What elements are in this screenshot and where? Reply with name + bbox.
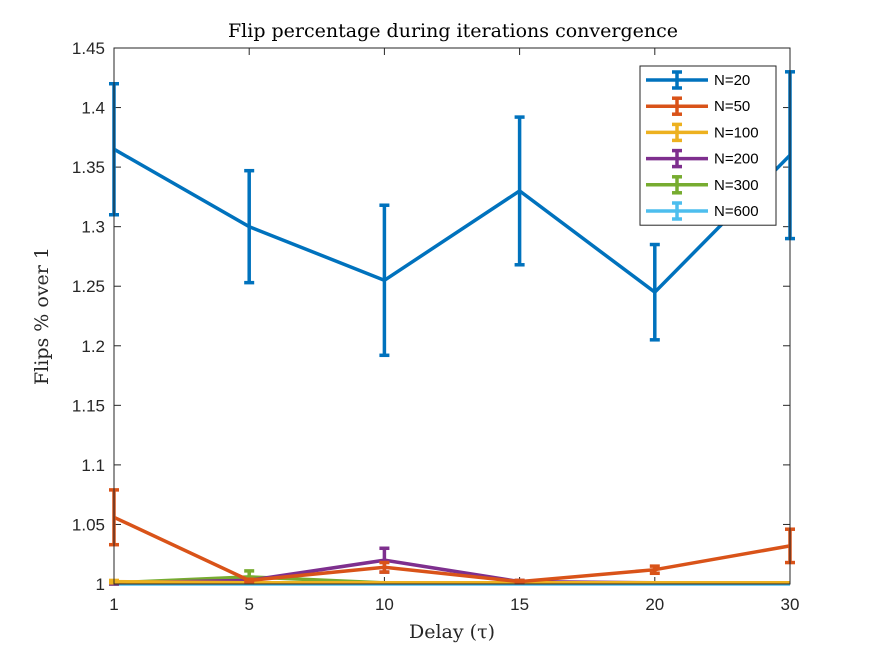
series-line	[113, 147, 792, 295]
legend-label: N=300	[714, 177, 759, 194]
x-tick-label: 5	[244, 595, 253, 614]
axis-ticks: 1 5 10 15 20 3011.051.11.151.21.251.31.351.41…	[72, 39, 800, 614]
y-tick-label: 1	[96, 575, 105, 594]
y-tick-label: 1.05	[72, 515, 105, 534]
legend-item: N=600	[646, 201, 759, 221]
x-tick-label: 15	[510, 595, 529, 614]
y-tick-label: 1.1	[81, 456, 105, 475]
legend-item: N=200	[646, 148, 759, 169]
series-n-100	[109, 578, 790, 585]
series-line	[113, 579, 790, 585]
axes-box	[113, 47, 791, 585]
legend-label: N=100	[714, 124, 759, 141]
y-tick-label: 1.35	[72, 158, 105, 177]
legend-label: N=200	[714, 151, 759, 168]
y-tick-label: 1.2	[81, 337, 105, 356]
x-tick-label: 10	[375, 595, 394, 614]
series-n-50	[109, 488, 795, 585]
y-tick-label: 1.45	[72, 39, 105, 58]
y-tick-label: 1.4	[81, 99, 105, 118]
legend-item: N=100	[646, 122, 759, 143]
x-tick-label: 1	[109, 595, 118, 614]
y-tick-label: 1.15	[72, 396, 105, 415]
x-tick-label: 30	[781, 595, 800, 614]
legend-label: N=50	[714, 98, 750, 115]
x-tick-label: 20	[645, 595, 664, 614]
legend-item: N=300	[646, 175, 759, 195]
x-axis-label: Delay (τ)	[409, 621, 495, 643]
legend-item: N=20	[646, 70, 750, 90]
legend-box	[639, 65, 777, 226]
y-tick-label: 1.3	[81, 218, 105, 237]
series-line	[113, 515, 791, 584]
chart-title: Flip percentage during iterations conver…	[228, 20, 678, 42]
y-axis-label: Flips % over 1	[31, 247, 53, 385]
legend: N=20 N=50 N=100 N=200 N=300 N=600	[639, 65, 777, 226]
legend-label: N=600	[714, 203, 759, 220]
legend-item: N=50	[646, 96, 750, 116]
legend-label: N=20	[714, 72, 750, 89]
y-tick-label: 1.25	[72, 277, 105, 296]
